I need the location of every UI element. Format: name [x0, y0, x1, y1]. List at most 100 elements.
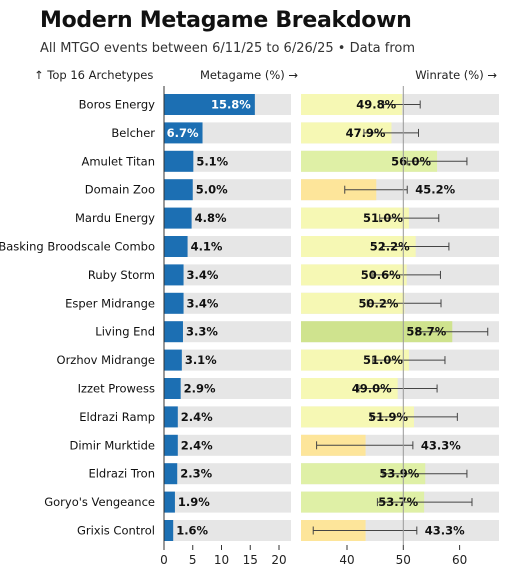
metagame-bar — [164, 264, 184, 286]
metagame-bar — [164, 321, 183, 343]
winrate-value-label: 50.6% — [361, 268, 401, 282]
winrate-bar — [301, 122, 392, 144]
metagame-track — [164, 207, 291, 229]
winrate-bar — [301, 349, 409, 371]
metagame-bar — [164, 406, 178, 428]
metagame-track — [164, 491, 291, 513]
metagame-bar — [164, 94, 255, 115]
metagame-value-label: 3.3% — [186, 325, 218, 339]
winrate-bar — [301, 179, 377, 201]
metagame-track — [164, 378, 291, 399]
winrate-value-label: 43.3% — [421, 438, 461, 452]
winrate-value-label: 53.9% — [379, 467, 419, 481]
category-label: Ral Basking Broodscale Combo — [0, 240, 155, 254]
metagame-tick-label: 20 — [271, 553, 286, 567]
winrate-value-label: 49.0% — [352, 382, 392, 396]
metagame-value-label: 6.7% — [167, 126, 199, 140]
metagame-value-label: 4.1% — [191, 240, 223, 254]
winrate-tick-label: 40 — [339, 553, 354, 567]
chart-title: Modern Metagame Breakdown — [40, 8, 412, 33]
archetypes-header: ↑ Top 16 Archetypes — [34, 68, 154, 82]
metagame-bar — [164, 349, 182, 371]
metagame-track — [164, 321, 291, 343]
winrate-value-label: 43.3% — [425, 524, 465, 538]
metagame-value-label: 2.9% — [184, 382, 216, 396]
winrate-bar — [301, 378, 398, 399]
category-label: Dimir Murktide — [69, 438, 155, 452]
metagame-value-label: 3.1% — [185, 353, 217, 367]
category-label: Esper Midrange — [65, 296, 155, 310]
metagame-value-label: 15.8% — [211, 98, 251, 112]
metagame-track — [164, 406, 291, 428]
winrate-value-label: 45.2% — [415, 183, 455, 197]
metagame-track — [164, 434, 291, 456]
winrate-bar — [301, 264, 407, 286]
winrate-value-label: 51.0% — [363, 353, 403, 367]
metagame-bar — [164, 236, 188, 257]
metagame-value-label: 1.6% — [176, 524, 208, 538]
chart-subtitle: All MTGO events between 6/11/25 to 6/26/… — [40, 41, 416, 56]
metagame-track — [164, 520, 291, 541]
winrate-bar — [301, 207, 409, 229]
metagame-bar — [164, 520, 174, 541]
metagame-value-label: 1.9% — [178, 495, 210, 509]
winrate-bar — [301, 94, 403, 115]
winrate-tick-label: 60 — [452, 553, 467, 567]
metagame-value-label: 5.0% — [196, 183, 228, 197]
metagame-value-label: 2.3% — [180, 467, 212, 481]
winrate-bar — [301, 463, 426, 485]
metagame-bar — [164, 207, 192, 229]
winrate-bar — [301, 491, 425, 513]
metagame-bar — [164, 122, 203, 144]
category-label: Izzet Prowess — [78, 382, 155, 396]
winrate-bar — [301, 236, 416, 257]
metagame-bar — [164, 463, 178, 485]
winrate-value-label: 50.2% — [359, 296, 399, 310]
category-label: Mardu Energy — [75, 211, 155, 225]
metagame-track — [164, 236, 291, 257]
winrate-bar — [301, 321, 453, 343]
category-label: Amulet Titan — [81, 154, 155, 168]
category-label: Boros Energy — [79, 98, 156, 112]
metagame-value-label: 5.1% — [196, 154, 228, 168]
winrate-value-label: 58.7% — [406, 325, 446, 339]
winrate-bar — [301, 406, 414, 428]
winrate-value-label: 51.9% — [368, 410, 408, 424]
metagame-bar — [164, 150, 194, 172]
category-label: Eldrazi Tron — [88, 467, 155, 481]
metagame-tick-label: 0 — [160, 553, 168, 567]
winrate-value-label: 52.2% — [370, 240, 410, 254]
metagame-track — [164, 349, 291, 371]
winrate-value-label: 56.0% — [391, 154, 431, 168]
metagame-track — [164, 150, 291, 172]
metagame-track — [164, 264, 291, 286]
metagame-track — [164, 463, 291, 485]
category-label: Eldrazi Ramp — [79, 410, 155, 424]
category-label: Living End — [95, 325, 155, 339]
metagame-bar — [164, 179, 193, 201]
category-label: Ruby Storm — [88, 268, 155, 282]
winrate-value-label: 49.8% — [356, 98, 396, 112]
metagame-tick-label: 10 — [214, 553, 229, 567]
metagame-tick-label: 5 — [189, 553, 197, 567]
metagame-tick-label: 15 — [243, 553, 258, 567]
category-label: Grixis Control — [77, 524, 155, 538]
winrate-value-label: 53.7% — [378, 495, 418, 509]
metagame-value-label: 3.4% — [187, 296, 219, 310]
metagame-bar — [164, 378, 181, 399]
metagame-bar — [164, 491, 175, 513]
category-label: Belcher — [111, 126, 155, 140]
metagame-header: Metagame (%) → — [200, 68, 299, 82]
metagame-bar — [164, 434, 178, 456]
metagame-value-label: 4.8% — [195, 211, 227, 225]
category-label: Orzhov Midrange — [57, 353, 155, 367]
metagame-value-label: 3.4% — [187, 268, 219, 282]
winrate-tick-label: 50 — [396, 553, 411, 567]
winrate-value-label: 51.0% — [363, 211, 403, 225]
category-label: Domain Zoo — [85, 183, 155, 197]
winrate-bar — [301, 292, 405, 314]
winrate-header: Winrate (%) → — [415, 68, 497, 82]
metagame-track — [164, 292, 291, 314]
metagame-track — [164, 179, 291, 201]
